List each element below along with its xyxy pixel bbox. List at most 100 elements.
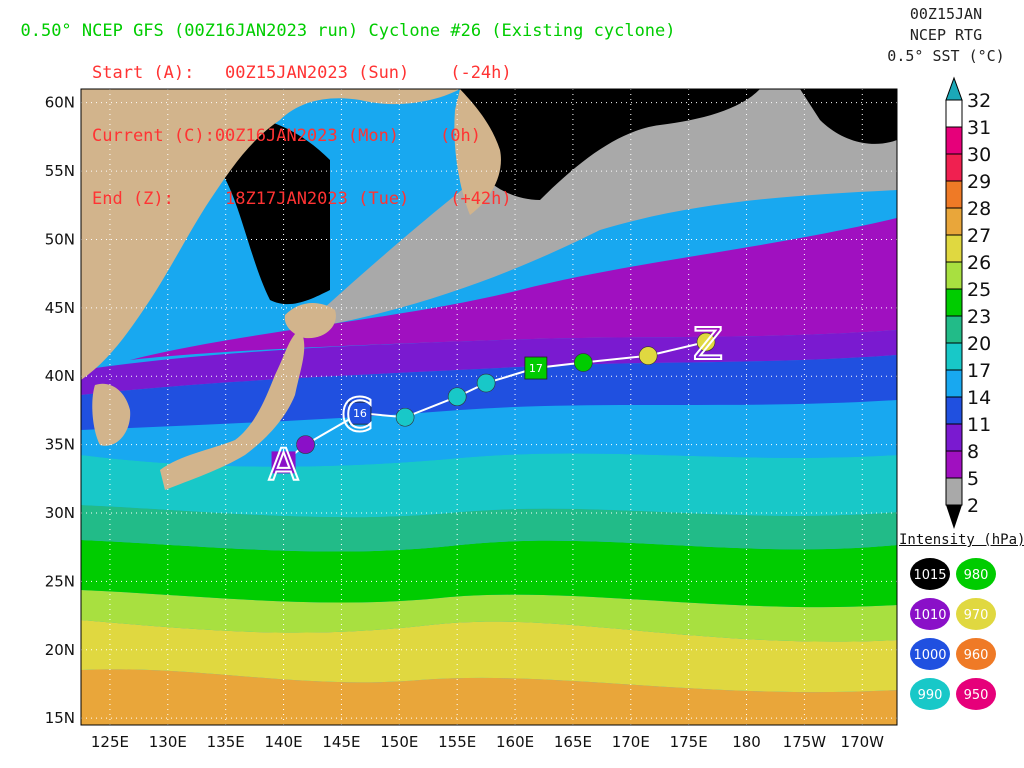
product-source: NCEP RTG — [909, 26, 983, 44]
sst-band-27 — [81, 620, 897, 693]
track-end-label: Z — [693, 319, 723, 370]
start-line: Start (A): 00Z15JAN2023 (Sun) (-24h) — [92, 63, 512, 83]
lon-label: 125E — [91, 733, 129, 751]
ice-region-north — [460, 89, 760, 200]
intensity-legend: 1015 980 1010 970 1000 960 990 950 — [910, 558, 996, 710]
ice-region-east — [800, 89, 897, 144]
intensity-swatch — [956, 558, 996, 590]
lon-label: 175W — [783, 733, 827, 751]
intensity-swatch — [956, 638, 996, 670]
lat-label: 20N — [45, 641, 75, 659]
lon-label: 130E — [149, 733, 187, 751]
product-date: 00Z15JAN — [909, 5, 983, 23]
cyclone-track: A 16 17 Z C — [267, 318, 724, 491]
latitude-labels: 60N 55N 50N 45N 40N 35N 30N 25N 20N 15N — [45, 94, 75, 727]
sst-colorbar: 32 31 30 29 28 27 26 25 23 20 17 14 11 8 5 2 — [945, 76, 991, 529]
colorbar-label: 11 — [967, 414, 991, 436]
land-korea — [92, 383, 131, 446]
colorbar-cell — [945, 342, 963, 371]
colorbar-label: 14 — [967, 387, 991, 409]
sst-band-17 — [81, 400, 897, 467]
sst-band-26 — [81, 590, 897, 642]
lat-label: 40N — [45, 367, 75, 385]
colorbar-cell — [945, 207, 963, 236]
lon-label: 155E — [438, 733, 476, 751]
track-day-marker — [348, 401, 372, 425]
intensity-swatch — [910, 558, 950, 590]
lat-label: 25N — [45, 572, 75, 590]
page-title: 0.50° NCEP GFS (00Z16JAN2023 run) Cyclon… — [20, 21, 676, 41]
header: 0.50° NCEP GFS (00Z16JAN2023 run) Cyclon… — [0, 0, 676, 231]
colorbar-label: 26 — [967, 252, 991, 274]
land-japan — [160, 330, 305, 490]
lat-label: 35N — [45, 436, 75, 454]
sst-band-5 — [130, 218, 897, 360]
lat-label: 45N — [45, 299, 75, 317]
end-line: End (Z): 18Z17JAN2023 (Tue) (+42h) — [92, 189, 512, 209]
colorbar-cell — [945, 234, 963, 263]
lon-label: 180 — [732, 733, 761, 751]
track-point — [696, 332, 716, 352]
colorbar-label: 30 — [967, 144, 991, 166]
intensity-value: 1000 — [913, 648, 946, 663]
colorbar-label: 28 — [967, 198, 991, 220]
colorbar-cell — [945, 261, 963, 290]
colorbar-label: 20 — [967, 333, 991, 355]
lon-label: 170E — [612, 733, 650, 751]
track-start-box — [271, 451, 296, 474]
land-hokkaido — [284, 303, 336, 339]
track-point — [296, 435, 315, 454]
track-point — [447, 387, 467, 407]
colorbar-label: 31 — [967, 117, 991, 139]
intensity-value: 1010 — [913, 608, 946, 623]
map-frame — [80, 88, 898, 726]
lat-label: 30N — [45, 504, 75, 522]
lon-label: 135E — [207, 733, 245, 751]
intensity-value: 980 — [964, 568, 989, 583]
intensity-value: 990 — [918, 688, 943, 703]
lat-label: 55N — [45, 162, 75, 180]
colorbar-cell — [945, 396, 963, 425]
intensity-swatch — [910, 678, 950, 710]
lon-label: 170W — [841, 733, 885, 751]
intensity-legend-title: Intensity (hPa): — [899, 532, 1024, 548]
lat-lon-grid — [81, 89, 897, 725]
track-point — [638, 346, 658, 366]
lon-label: 160E — [496, 733, 534, 751]
sst-band-2 — [300, 89, 897, 330]
current-line: Current (C):00Z16JAN2023 (Mon) (0h) — [92, 126, 481, 146]
intensity-swatch — [956, 678, 996, 710]
track-point — [395, 407, 415, 427]
track-day-label: 16 — [353, 407, 367, 420]
intensity-value: 960 — [964, 648, 989, 663]
ice-region — [220, 117, 330, 305]
colorbar-label: 23 — [967, 306, 991, 328]
lon-label: 165E — [554, 733, 592, 751]
colorbar-cell — [945, 315, 963, 344]
lat-label: 15N — [45, 709, 75, 727]
colorbar-label: 5 — [967, 468, 979, 490]
colorbar-label: 29 — [967, 171, 991, 193]
track-current-label: C — [341, 388, 373, 442]
sst-field — [81, 89, 897, 725]
lon-label: 145E — [322, 733, 360, 751]
colorbar-label: 27 — [967, 225, 991, 247]
intensity-swatch — [956, 598, 996, 630]
colorbar-cell — [945, 477, 963, 506]
product-info: 00Z15JAN NCEP RTG 0.5° SST (°C) — [876, 4, 1016, 67]
track-point — [476, 373, 496, 393]
colorbar-cell — [945, 99, 963, 128]
colorbar-label: 2 — [967, 495, 979, 517]
colorbar-cell — [945, 153, 963, 182]
intensity-value: 1015 — [913, 568, 946, 583]
lon-label: 150E — [380, 733, 418, 751]
intensity-swatch — [910, 638, 950, 670]
track-start-label: A — [268, 439, 298, 490]
colorbar-cell — [945, 288, 963, 317]
colorbar-cell — [945, 369, 963, 398]
colorbar-label: 17 — [967, 360, 991, 382]
colorbar-cell — [945, 126, 963, 155]
track-day-marker — [524, 356, 548, 380]
intensity-value: 950 — [964, 688, 989, 703]
